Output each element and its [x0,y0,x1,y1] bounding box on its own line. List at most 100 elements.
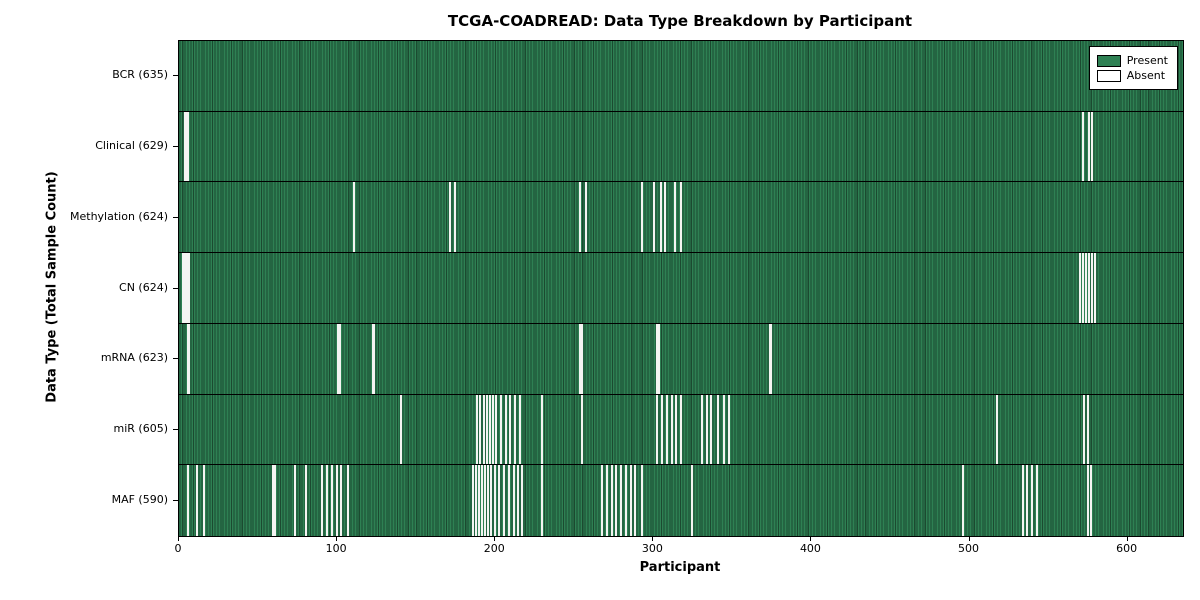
absent-stripe [188,253,191,323]
absent-stripe [512,465,515,536]
absent-stripe [624,465,627,536]
absent-stripe [768,323,771,394]
absent-stripe [400,394,403,465]
row-maf [179,465,1183,536]
absent-stripe [1088,111,1091,182]
y-tick-mark [173,216,178,218]
absent-stripe [518,394,521,465]
absent-stripe [182,253,185,323]
absent-stripe [722,394,725,465]
absent-stripe [520,465,523,536]
y-tick-mark [173,499,178,501]
absent-stripe [493,465,496,536]
absent-stripe [474,465,477,536]
legend-absent-label: Absent [1126,69,1166,82]
absent-stripe [188,323,191,394]
absent-stripe [185,253,188,323]
absent-stripe [1086,394,1089,465]
absent-stripe [716,394,719,465]
absent-stripe [272,465,275,536]
absent-stripe [507,465,510,536]
absent-stripe [330,465,333,536]
absent-stripe [337,323,340,394]
row-methylation [179,182,1183,254]
row-bcr [179,41,1183,112]
absent-stripe [580,394,583,465]
absent-stripe [492,394,495,465]
absent-stripe [371,323,374,394]
absent-stripe [202,465,205,536]
absent-stripe [479,394,482,465]
absent-stripe [326,465,329,536]
absent-stripe [294,465,297,536]
absent-stripe [610,465,613,536]
absent-stripe [661,394,664,465]
absent-stripe [504,394,507,465]
absent-stripe [673,182,676,253]
absent-stripe [1083,394,1086,465]
absent-stripe [517,465,520,536]
absent-stripe [186,111,189,182]
absent-stripe [321,465,324,536]
absent-stripe [1021,465,1024,536]
row-cn [179,253,1183,324]
absent-stripe [1086,465,1089,536]
absent-stripe [680,394,683,465]
x-axis-label: Participant [639,560,721,575]
x-tick-label-600: 600 [1116,542,1138,555]
absent-stripe [471,465,474,536]
absent-stripe [477,465,480,536]
absent-stripe [585,182,588,253]
absent-stripe [485,394,488,465]
absent-stripe [498,465,501,536]
absent-stripe [488,394,491,465]
absent-stripe [1094,253,1097,323]
absent-stripe [1091,111,1094,182]
x-tick-mark [1126,536,1128,541]
absent-stripe [352,182,355,253]
x-tick-mark [494,536,496,541]
x-tick-label-200: 200 [483,542,505,555]
legend: Present Absent [1088,46,1178,90]
absent-stripe [579,182,582,253]
absent-stripe [656,394,659,465]
absent-stripe [996,394,999,465]
absent-stripe [373,323,376,394]
absent-stripe [665,394,668,465]
y-tick-mark [173,428,178,430]
y-tick-label-mrna: mRNA (623) [100,351,168,365]
absent-stripe [335,465,338,536]
absent-stripe [186,253,189,323]
plot-area [178,40,1184,537]
absent-stripe [705,394,708,465]
legend-item-present: Present [1096,54,1168,67]
absent-stripe [499,394,502,465]
x-tick-label-500: 500 [958,542,980,555]
absent-stripe [691,465,694,536]
x-tick-label-100: 100 [325,542,347,555]
absent-stripe [605,465,608,536]
x-tick-mark [810,536,812,541]
x-tick-mark [178,536,179,541]
chart-title: TCGA-COADREAD: Data Type Breakdown by Pa… [447,12,913,30]
absent-stripe [1026,465,1029,536]
absent-stripe [656,323,659,394]
absent-stripe [273,465,276,536]
absent-stripe [541,465,544,536]
absent-stripe [185,111,188,182]
legend-present-swatch [1096,54,1121,67]
absent-stripe [653,182,656,253]
absent-stripe [579,323,582,394]
x-tick-mark [652,536,654,541]
absent-stripe [640,465,643,536]
row-mir [179,394,1183,466]
absent-stripe [680,182,683,253]
absent-stripe [664,182,667,253]
absent-stripe [480,465,483,536]
x-tick-label-300: 300 [641,542,663,555]
absent-stripe [615,465,618,536]
absent-stripe [449,182,452,253]
absent-stripe [340,465,343,536]
legend-absent-swatch [1096,69,1121,82]
